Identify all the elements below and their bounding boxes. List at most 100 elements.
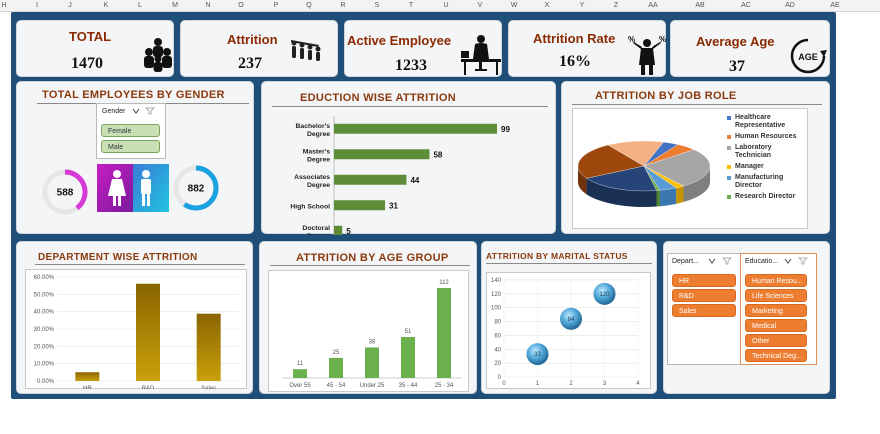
education-filter-other[interactable]: Other (745, 334, 807, 347)
kpi-total-title: TOTAL (69, 29, 112, 44)
marital-bubble-label: 33 (534, 352, 541, 358)
legend-label: Manufacturing Director (735, 174, 784, 189)
pie-slice-side (683, 166, 710, 203)
y-tick-label: 0.00% (37, 379, 55, 385)
gender-option-female[interactable]: Female (101, 124, 160, 137)
agegroup-bar-value: 38 (369, 339, 376, 345)
education-category-label: Degree (307, 131, 330, 138)
education-category-label: Doctoral (302, 225, 330, 232)
pie-slice (607, 140, 664, 167)
agegroup-bar (437, 288, 451, 378)
title-underline (270, 265, 470, 266)
marital-card: ATTRITION BY MARITAL STATUS 0 20 40 60 80 100… (481, 241, 657, 394)
column-header[interactable]: AC (741, 2, 751, 9)
y-tick-label: 0 (498, 375, 502, 381)
column-header[interactable]: I (36, 2, 38, 9)
jobrole-title: ATTRITION BY JOB ROLE (595, 90, 737, 102)
education-filter-marketing[interactable]: Marketing (745, 304, 807, 317)
column-header[interactable]: R (340, 2, 346, 9)
department-slicer[interactable]: Depart... HR R&D Sales (667, 253, 741, 365)
column-header[interactable]: X (544, 2, 550, 9)
female-count: 588 (57, 188, 74, 199)
y-tick-label: 40.00% (34, 310, 55, 316)
kpi-average-age-card: Average Age 37 AGE (670, 20, 830, 77)
column-header[interactable]: T (408, 2, 414, 9)
column-header[interactable]: K (103, 2, 109, 9)
agegroup-bar-value: 51 (405, 329, 412, 335)
svg-text:%: % (659, 35, 666, 44)
column-header[interactable]: Z (613, 2, 619, 9)
education-filter-life-sciences[interactable]: Life Sciences (745, 289, 807, 302)
column-header[interactable]: H (1, 2, 7, 9)
column-header[interactable]: L (138, 2, 142, 9)
column-header[interactable]: AD (785, 2, 795, 9)
agegroup-bar (293, 369, 307, 378)
title-underline (572, 104, 822, 105)
education-filter-technical-deg[interactable]: Technical Deg... (745, 349, 807, 362)
marital-bubble-label: 84 (568, 317, 575, 323)
legend-item: Research Director (727, 193, 809, 201)
education-category-label: Degree (307, 156, 330, 163)
filters-card: Depart... HR R&D Sales Educatio... Human R… (663, 241, 830, 394)
pie-slice-side (676, 186, 684, 204)
column-header[interactable]: V (477, 2, 483, 9)
x-tick-label: 2 (569, 381, 573, 387)
kpi-attrition-card: Attrition 237 (180, 20, 338, 77)
column-header[interactable]: U (443, 2, 449, 9)
slicer-filter-icons[interactable] (708, 257, 738, 266)
slicer-filter-icons[interactable] (784, 257, 814, 266)
marital-bubble (560, 307, 582, 330)
gender-title: TOTAL EMPLOYEES BY GENDER (42, 89, 225, 101)
y-tick-label: 50.00% (34, 292, 55, 298)
kpi-attrition-value: 237 (238, 55, 262, 72)
y-tick-label: 140 (491, 278, 502, 284)
kpi-total-card: TOTAL 1470 (16, 20, 174, 77)
education-category-label: Master's (303, 148, 331, 155)
agegroup-bar-value: 25 (333, 350, 340, 356)
x-tick-label: HR (83, 386, 92, 389)
column-header[interactable]: J (68, 2, 72, 9)
legend-label: Laboratory Technician (735, 144, 772, 159)
title-underline (35, 264, 245, 265)
education-bar (334, 149, 430, 160)
education-filter-human-resou[interactable]: Human Resou... (745, 274, 807, 287)
group-people-icon (144, 38, 172, 72)
x-tick-label: 25 - 34 (435, 383, 454, 389)
column-header[interactable]: O (238, 2, 244, 9)
kpi-active-value: 1233 (395, 57, 427, 74)
education-card: EDUCTION WISE ATTRITION 99 Bachelor's Degr… (261, 81, 556, 235)
education-filter-medical[interactable]: Medical (745, 319, 807, 332)
column-header[interactable]: Q (306, 2, 312, 9)
education-slicer-title: Educatio... (745, 258, 779, 265)
column-header[interactable]: AE (830, 2, 840, 9)
department-bar (75, 372, 100, 381)
column-header[interactable]: W (510, 2, 518, 9)
education-slicer[interactable]: Educatio... Human Resou... Life Sciences M… (740, 253, 817, 365)
legend-swatch (727, 165, 731, 169)
legend-swatch (727, 195, 731, 199)
department-filter-sales[interactable]: Sales (672, 304, 736, 317)
column-header[interactable]: Y (579, 2, 585, 9)
y-tick-label: 60.00% (34, 275, 55, 281)
column-header[interactable]: AA (648, 2, 658, 9)
gender-option-male[interactable]: Male (101, 140, 160, 153)
slicer-filter-icons[interactable] (132, 107, 160, 115)
gender-slicer-title: Gender (102, 108, 126, 115)
gender-slicer[interactable]: Gender Female Male (96, 103, 166, 159)
age-cycle-icon: AGE (790, 38, 827, 74)
title-underline (272, 106, 548, 107)
kpi-average-age-value: 37 (729, 58, 745, 75)
legend-item: Manager (727, 163, 809, 171)
department-bar-chart: 0.00% 10.00% 20.00% 30.00% 40.00% 50.00% 60.00… (34, 275, 239, 389)
column-header[interactable]: N (205, 2, 211, 9)
column-header[interactable]: P (273, 2, 279, 9)
education-bar-value: 31 (389, 201, 398, 210)
department-card: DEPARTMENT WISE ATTRITION 0.00% 10.00% 20.… (16, 241, 253, 394)
column-header[interactable]: M (172, 2, 178, 9)
column-header[interactable]: AB (695, 2, 705, 9)
column-header[interactable]: S (374, 2, 380, 9)
education-bar (334, 200, 386, 211)
department-filter-r-d[interactable]: R&D (672, 289, 736, 302)
department-filter-hr[interactable]: HR (672, 274, 736, 287)
agegroup-bar (365, 347, 379, 378)
